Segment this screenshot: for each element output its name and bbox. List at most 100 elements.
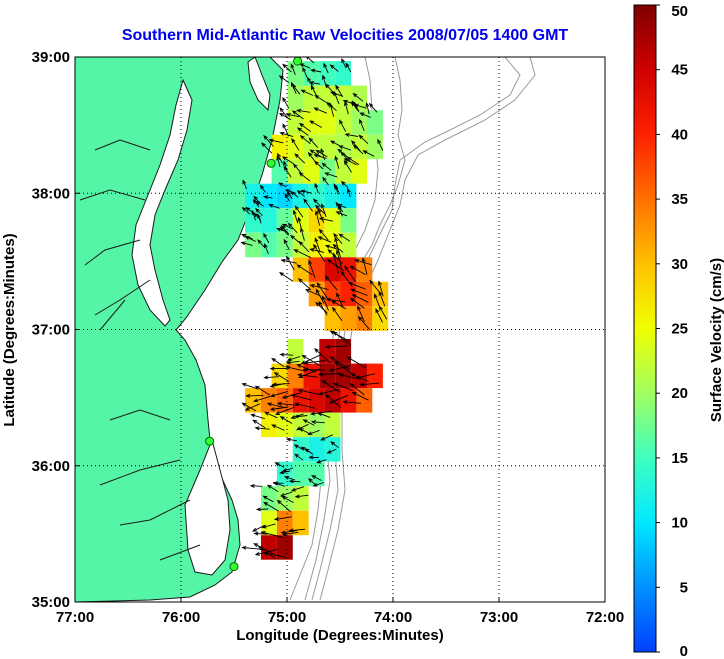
x-tick-label: 74:00 [374,609,412,626]
velocity-arrow [269,390,289,398]
velocity-arrow [314,204,326,215]
velocity-arrow [290,234,301,244]
velocity-arrow [317,412,331,418]
velocity-arrow [281,223,293,230]
velocity-arrow [264,411,278,419]
velocity-arrow [266,484,279,492]
velocity-arrow [290,63,296,75]
velocity-arrow [330,300,347,310]
velocity-cell [335,363,352,389]
velocity-arrow [324,172,338,178]
velocity-arrow [350,288,368,296]
velocity-cell [261,486,277,511]
velocity-arrow [255,207,263,217]
velocity-cell [324,437,341,462]
velocity-arrow [294,402,316,409]
velocity-arrow [268,138,284,144]
velocity-arrow [285,437,297,442]
velocity-arrow [341,57,347,69]
velocity-arrow [284,365,306,372]
velocity-arrow [274,462,285,468]
velocity-arrow [350,101,360,112]
velocity-arrow [253,531,268,536]
chesapeake-bay [131,78,193,327]
velocity-arrow [281,156,294,165]
velocity-arrow [321,380,341,393]
velocity-cell [308,437,325,462]
velocity-arrow [339,119,347,132]
velocity-arrow [296,189,305,197]
velocity-arrow [314,237,321,252]
velocity-cell [287,159,304,184]
velocity-arrow [301,354,322,367]
velocity-arrow [276,401,298,406]
velocity-arrow [308,478,318,487]
velocity-arrow [255,507,269,512]
velocity-cell [335,339,352,364]
velocity-arrow [335,211,348,217]
velocity-arrow [373,293,381,309]
velocity-cell [276,412,293,438]
velocity-arrow [257,213,262,224]
velocity-cell [308,257,325,282]
velocity-arrow [241,545,264,550]
velocity-arrow [327,259,345,272]
velocity-arrow [290,393,312,401]
velocity-arrow [343,158,357,166]
velocity-cell [292,510,309,536]
velocity-arrow [298,172,311,182]
velocity-cell [340,257,357,282]
x-axis-label: Longitude (Degrees:Minutes) [236,627,444,644]
velocity-arrow [281,531,299,537]
velocity-arrow [318,300,328,316]
velocity-arrow [264,243,269,255]
velocity-arrow [262,495,274,503]
velocity-cell [335,110,352,135]
colorbar-tick-label: 30 [671,256,688,273]
velocity-arrow [263,195,273,200]
velocity-arrow [273,516,292,521]
velocity-arrow [317,236,332,243]
velocity-arrow [281,496,294,503]
velocity-arrow [279,352,294,357]
velocity-arrow [334,236,341,258]
velocity-arrow [361,257,368,275]
velocity-arrow [278,182,287,188]
velocity-arrow [338,145,352,151]
velocity-cell [324,257,341,282]
velocity-cell [340,183,357,209]
velocity-arrow [322,176,329,186]
velocity-arrow [320,434,333,441]
radar-stations [205,57,303,572]
velocity-arrow [304,448,314,455]
velocity-arrow [318,217,334,222]
velocity-arrow [325,101,337,112]
velocity-arrow [263,501,279,512]
velocity-cell [308,412,325,438]
velocity-arrow [282,123,290,137]
velocity-arrow [290,486,305,492]
velocity-arrow [333,382,353,391]
velocity-arrow [296,127,309,136]
velocity-arrow [323,62,329,74]
velocity-arrow [252,395,271,403]
velocity-arrow [281,467,294,472]
velocity-cell [324,306,341,331]
velocity-arrow [352,92,364,102]
velocity-arrow [279,131,294,138]
velocity-arrow [333,91,340,104]
radar-station-marker [266,158,276,168]
velocity-arrow [279,470,291,475]
x-axis-ticks: 77:00 76:00 75:00 74:00 73:00 72:00 [56,597,624,626]
velocity-cell [340,306,357,331]
radar-station-marker [205,436,215,446]
velocity-arrow [279,416,293,424]
tributaries [79,139,201,561]
velocity-arrow [335,249,343,270]
velocity-arrow [350,373,369,382]
velocity-arrow [346,156,360,166]
velocity-arrow [299,135,311,145]
velocity-arrow [286,356,301,362]
velocity-arrow [245,393,264,398]
velocity-arrow [314,210,321,226]
